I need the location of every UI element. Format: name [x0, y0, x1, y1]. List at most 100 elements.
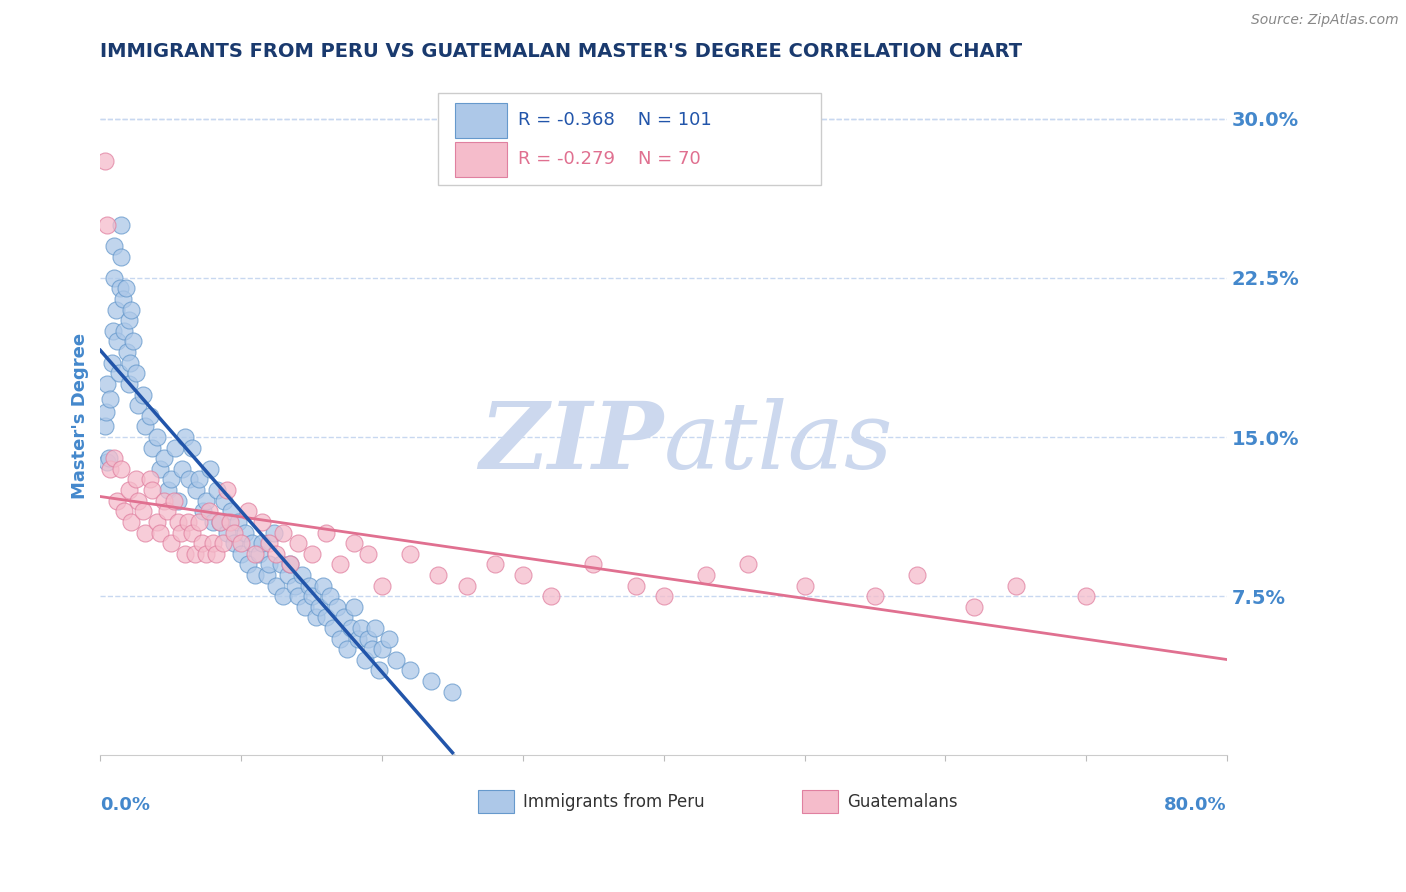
Text: IMMIGRANTS FROM PERU VS GUATEMALAN MASTER'S DEGREE CORRELATION CHART: IMMIGRANTS FROM PERU VS GUATEMALAN MASTE…: [100, 42, 1022, 61]
Point: [340, 621, 363, 635]
Point: [624, 578, 647, 592]
Point: [378, 632, 401, 646]
Point: [221, 504, 243, 518]
Text: 80.0%: 80.0%: [1164, 796, 1227, 814]
Point: [219, 515, 242, 529]
Point: [238, 504, 260, 518]
Point: [103, 270, 125, 285]
Point: [905, 568, 928, 582]
Point: [319, 589, 342, 603]
Point: [793, 578, 815, 592]
Point: [159, 536, 181, 550]
Point: [103, 239, 125, 253]
Point: [110, 218, 132, 232]
Point: [156, 483, 179, 497]
Point: [361, 642, 384, 657]
Point: [652, 589, 675, 603]
Point: [294, 599, 316, 614]
Point: [127, 493, 149, 508]
Point: [163, 441, 186, 455]
Point: [357, 632, 380, 646]
Point: [315, 610, 337, 624]
Point: [124, 472, 146, 486]
FancyBboxPatch shape: [456, 142, 508, 177]
Point: [280, 558, 302, 572]
Point: [205, 547, 228, 561]
Text: 0.0%: 0.0%: [100, 796, 150, 814]
Point: [120, 302, 142, 317]
Point: [252, 536, 274, 550]
Point: [284, 578, 307, 592]
Point: [177, 472, 200, 486]
Point: [420, 674, 443, 689]
Point: [231, 547, 253, 561]
Point: [863, 589, 886, 603]
Point: [259, 558, 281, 572]
FancyBboxPatch shape: [456, 103, 508, 138]
Point: [301, 547, 323, 561]
Text: Guatemalans: Guatemalans: [848, 792, 957, 811]
Point: [287, 589, 309, 603]
Point: [127, 398, 149, 412]
Point: [343, 536, 366, 550]
Point: [148, 462, 170, 476]
Point: [456, 578, 478, 592]
Point: [217, 525, 239, 540]
Point: [184, 483, 207, 497]
Point: [270, 558, 292, 572]
Point: [107, 367, 129, 381]
Point: [315, 525, 337, 540]
Point: [97, 451, 120, 466]
Point: [1076, 589, 1098, 603]
Point: [259, 536, 281, 550]
Point: [145, 515, 167, 529]
Point: [350, 621, 373, 635]
Point: [368, 664, 391, 678]
Point: [105, 334, 128, 349]
Point: [162, 493, 184, 508]
Point: [131, 387, 153, 401]
FancyBboxPatch shape: [803, 790, 838, 814]
Point: [101, 324, 124, 338]
Text: Source: ZipAtlas.com: Source: ZipAtlas.com: [1251, 13, 1399, 28]
Point: [308, 599, 330, 614]
Point: [962, 599, 984, 614]
Point: [103, 451, 125, 466]
Point: [124, 367, 146, 381]
Text: R = -0.368    N = 101: R = -0.368 N = 101: [519, 112, 711, 129]
Point: [117, 313, 139, 327]
Point: [141, 483, 163, 497]
Point: [121, 334, 143, 349]
Point: [191, 504, 214, 518]
Point: [173, 547, 195, 561]
Point: [301, 589, 323, 603]
Point: [207, 483, 229, 497]
Point: [245, 568, 267, 582]
Point: [187, 472, 209, 486]
Text: Immigrants from Peru: Immigrants from Peru: [523, 792, 704, 811]
Point: [245, 547, 267, 561]
Point: [187, 515, 209, 529]
Point: [266, 578, 288, 592]
Point: [280, 558, 302, 572]
Point: [131, 504, 153, 518]
Point: [235, 525, 257, 540]
Point: [329, 632, 352, 646]
Point: [173, 430, 195, 444]
Point: [354, 653, 377, 667]
Point: [152, 451, 174, 466]
Point: [322, 621, 344, 635]
Point: [737, 558, 759, 572]
Point: [98, 462, 121, 476]
Point: [385, 653, 408, 667]
Point: [399, 664, 422, 678]
Point: [228, 515, 250, 529]
Point: [298, 578, 321, 592]
Point: [326, 599, 349, 614]
Point: [217, 483, 239, 497]
Point: [200, 462, 222, 476]
Point: [180, 441, 202, 455]
Point: [263, 525, 285, 540]
Point: [94, 404, 117, 418]
Point: [231, 536, 253, 550]
